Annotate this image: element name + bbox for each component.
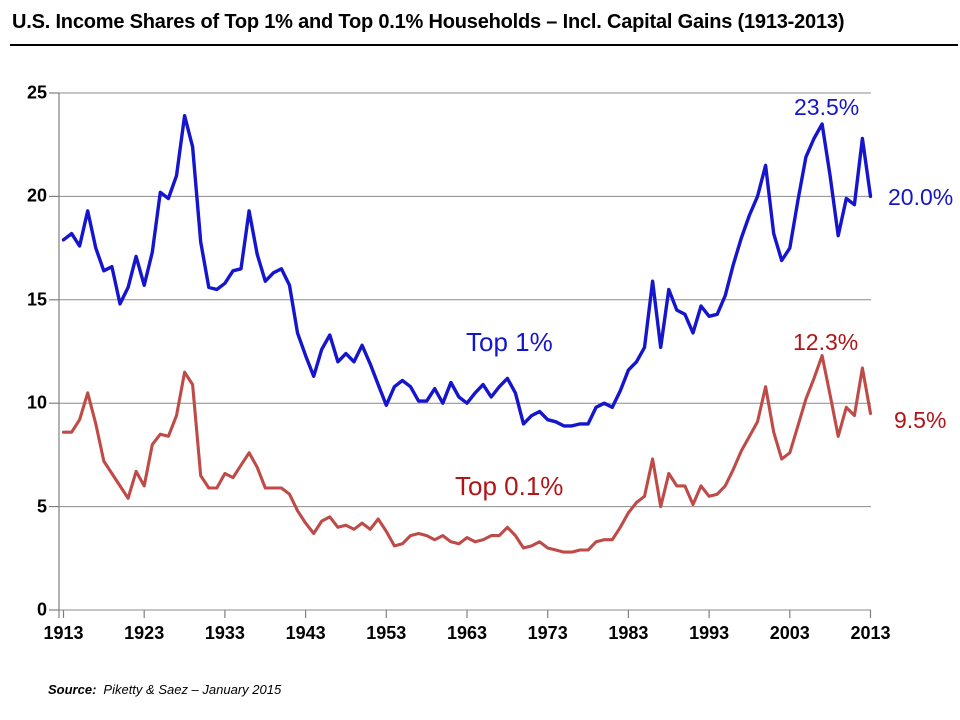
- top01-peak-value-label: 12.3%: [793, 329, 859, 355]
- x-tick-label: 1983: [608, 623, 649, 643]
- x-tick-label: 1913: [43, 623, 84, 643]
- y-tick-label: 20: [26, 185, 47, 206]
- x-tick-label: 1963: [446, 623, 488, 643]
- source-label: Source:: [48, 682, 97, 697]
- x-tick-label: 1943: [285, 623, 326, 643]
- top1-series-label: Top 1%: [466, 327, 553, 357]
- source-line: Source: Piketty & Saez – January 2015: [48, 682, 281, 697]
- chart-title: U.S. Income Shares of Top 1% and Top 0.1…: [12, 11, 845, 33]
- top01-series-label: Top 0.1%: [455, 471, 564, 501]
- top01-end-value-label: 9.5%: [894, 407, 947, 433]
- x-tick-label: 2003: [769, 623, 810, 643]
- x-tick-label: 1973: [527, 623, 568, 643]
- x-tick-label: 1993: [689, 623, 730, 643]
- y-tick-label: 10: [26, 392, 47, 413]
- x-tick-label: 1953: [366, 623, 407, 643]
- top1-peak-value-label: 23.5%: [794, 94, 860, 120]
- y-tick-label: 15: [26, 289, 47, 310]
- source-text: Piketty & Saez – January 2015: [103, 682, 282, 697]
- x-tick-label: 1923: [124, 623, 165, 643]
- top1-end-value-label: 20.0%: [888, 184, 954, 210]
- y-tick-label: 0: [36, 599, 47, 620]
- x-tick-label: 1933: [204, 623, 245, 643]
- top-0p1-line: [61, 354, 873, 554]
- y-tick-label: 25: [26, 82, 47, 103]
- title-underline: [10, 44, 958, 46]
- x-tick-label: 2013: [850, 623, 891, 643]
- y-tick-label: 5: [36, 496, 47, 517]
- top-1-line: [61, 113, 873, 428]
